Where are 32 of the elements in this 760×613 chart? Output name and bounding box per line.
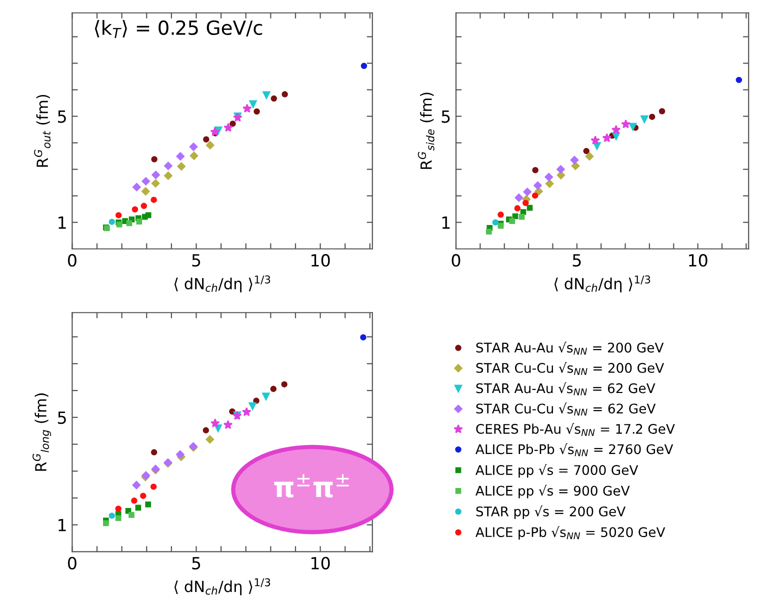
x-axis-title: ⟨ dN$_{ch}$/dη ⟩$^{1/3}$ bbox=[174, 275, 270, 292]
x-axis-title: ⟨ dN$_{ch}$/dη ⟩$^{1/3}$ bbox=[554, 275, 650, 292]
y-axis-title: R$^{G}$$_{side}$ (fm) bbox=[418, 92, 434, 169]
annotation: π$^{±}$π$^{±}$ bbox=[274, 474, 349, 498]
x-tick-label: 10 bbox=[312, 556, 330, 570]
x-tick-label: 10 bbox=[312, 254, 330, 267]
y-axis-title: R$^{G}$$_{long}$ (fm) bbox=[32, 393, 52, 471]
y-tick-label: 5 bbox=[58, 412, 66, 424]
x-tick-label: 5 bbox=[192, 254, 200, 267]
legend-label: ALICE pp √s = 7000 GeV bbox=[476, 464, 638, 478]
legend-label: STAR pp √s = 200 GeV bbox=[476, 506, 626, 519]
legend-label: ALICE pp √s = 900 GeV bbox=[476, 484, 630, 498]
legend-label: ALICE p-Pb √s$_{NN}$ = 5020 GeV bbox=[476, 526, 666, 540]
legend-label: STAR Au-Au √s$_{NN}$ = 200 GeV bbox=[476, 342, 664, 355]
y-tick-label: 1 bbox=[58, 519, 66, 532]
legend-label: STAR Cu-Cu √s$_{NN}$ = 200 GeV bbox=[476, 362, 664, 375]
legend-label: ALICE Pb-Pb √s$_{NN}$ = 2760 GeV bbox=[476, 443, 674, 456]
y-tick-label: 5 bbox=[58, 110, 66, 123]
x-tick-label: 10 bbox=[689, 254, 708, 267]
x-axis-title: ⟨ dN$_{ch}$/dη ⟩$^{1/3}$ bbox=[174, 578, 270, 596]
y-tick-label: 1 bbox=[58, 216, 66, 229]
x-tick-label: 5 bbox=[192, 557, 200, 570]
y-axis-title: R$^{G}$$_{out}$ (fm) bbox=[34, 94, 51, 167]
legend-label: STAR Cu-Cu √s$_{NN}$ = 62 GeV bbox=[476, 402, 656, 416]
annotation: ⟨k$_{T}$⟩ = 0.25 GeV/c bbox=[94, 20, 262, 38]
x-tick-label: 0 bbox=[452, 254, 460, 267]
legend-label: CERES Pb-Au √s$_{NN}$ = 17.2 GeV bbox=[476, 422, 675, 436]
x-tick-label: 5 bbox=[572, 254, 581, 267]
x-tick-label: 0 bbox=[68, 254, 76, 267]
x-tick-label: 0 bbox=[68, 556, 76, 570]
y-tick-label: 1 bbox=[442, 216, 450, 229]
legend-label: STAR Au-Au √s$_{NN}$ = 62 GeV bbox=[476, 382, 656, 396]
